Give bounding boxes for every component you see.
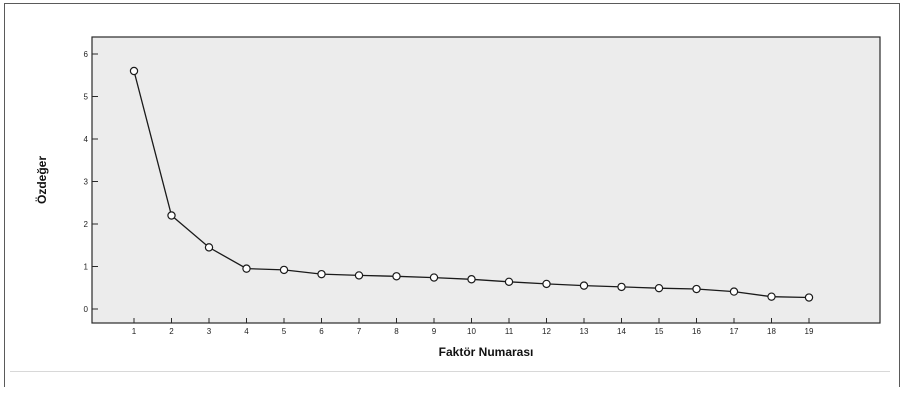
data-point	[167, 211, 176, 220]
data-point	[242, 264, 251, 273]
x-tick-label: 11	[505, 327, 514, 336]
data-points	[129, 66, 814, 302]
data-point	[504, 277, 514, 286]
data-point	[617, 282, 626, 292]
x-tick-label: 7	[357, 327, 362, 336]
x-tick-label: 5	[282, 327, 287, 336]
x-tick-label: 15	[655, 327, 664, 336]
data-point	[204, 243, 214, 252]
figure-frame	[4, 3, 900, 387]
x-tick-label: 2	[169, 327, 174, 336]
data-point	[129, 66, 139, 76]
y-axis: 0 1 2 3 4 5 6	[84, 50, 98, 314]
y-tick-label: 1	[84, 263, 89, 272]
x-tick-label: 1	[132, 327, 137, 336]
data-point	[317, 269, 326, 279]
y-tick-label: 4	[84, 135, 89, 144]
caption-divider	[10, 371, 890, 372]
x-tick-label: 17	[730, 327, 739, 336]
data-point	[654, 283, 664, 293]
x-tick-label: 6	[319, 327, 324, 336]
data-point	[579, 281, 589, 290]
y-tick-label: 0	[84, 305, 89, 314]
data-point	[804, 293, 814, 302]
x-tick-label: 18	[767, 327, 776, 336]
y-axis-label: Özdeğer	[34, 156, 49, 204]
data-point	[354, 271, 364, 280]
x-tick-label: 14	[617, 327, 626, 336]
x-tick-label: 4	[244, 327, 249, 336]
x-tick-label: 9	[432, 327, 437, 336]
y-tick-label: 3	[84, 178, 89, 187]
x-axis-label: Faktör Numarası	[439, 345, 534, 359]
y-tick-label: 6	[84, 50, 89, 59]
x-tick-label: 19	[805, 327, 814, 336]
x-tick-label: 10	[467, 327, 476, 336]
x-tick-label: 16	[692, 327, 701, 336]
data-point	[279, 265, 289, 275]
data-point	[429, 273, 439, 282]
data-point	[692, 284, 701, 294]
x-tick-label: 8	[394, 327, 399, 336]
y-tick-label: 2	[84, 220, 89, 229]
x-tick-label: 12	[542, 327, 551, 336]
data-point	[542, 279, 551, 289]
data-point	[467, 275, 476, 284]
data-point	[729, 287, 739, 296]
data-point	[392, 272, 401, 281]
x-tick-label: 13	[580, 327, 589, 336]
x-tick-label: 3	[207, 327, 212, 336]
y-tick-label: 5	[84, 93, 89, 102]
x-axis: 1 2 3 4 5 6 7 8 9 10 11 12 13 14 15 16 17 18 19	[132, 318, 814, 336]
plot-area	[91, 36, 881, 324]
data-point	[767, 292, 776, 301]
